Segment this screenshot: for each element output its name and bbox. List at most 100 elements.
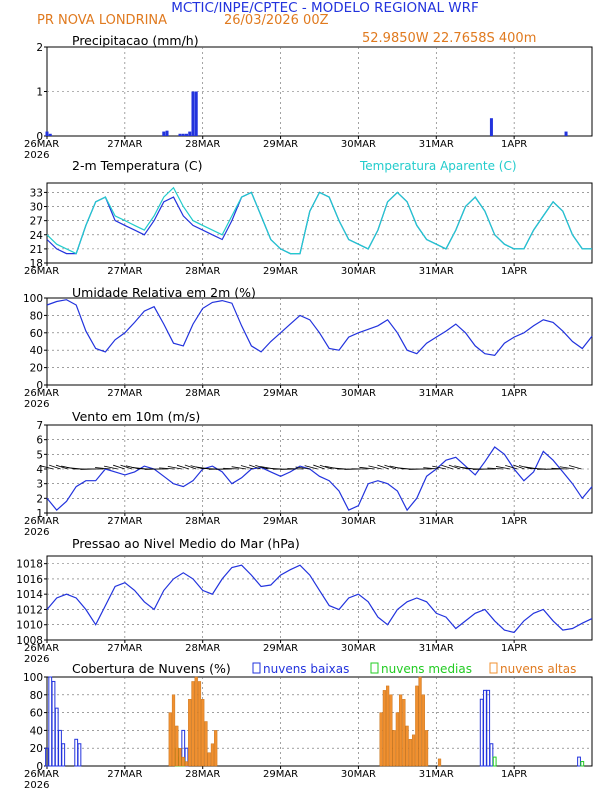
cloud-bar-nuvens-altas [408, 739, 412, 767]
x-tick-label: 30MAR [341, 769, 376, 780]
cloud-bar-nuvens-altas [395, 712, 399, 767]
header-title: MCTIC/INPE/CPTEC - MODELO REGIONAL WRF [171, 0, 479, 16]
cloud-bar-nuvens-baixas [479, 698, 484, 767]
precip-bar [191, 91, 195, 136]
x-tick-label: 31MAR [419, 139, 454, 150]
cloud-bar-nuvens-altas [382, 690, 386, 767]
cloud-bar-nuvens-altas [171, 694, 176, 767]
wind-arrow [176, 464, 190, 470]
wind-arrow [368, 465, 382, 470]
cloud-bar-nuvens-altas [405, 725, 409, 767]
series-line-pressao [46, 564, 593, 634]
cloud-bar-nuvens-altas [201, 699, 205, 767]
x-tick-label: 28MAR [185, 388, 220, 399]
cloud-bar-nuvens-altas [411, 734, 416, 767]
y-tick-label: 0 [36, 380, 43, 392]
panel-frame-4 [46, 555, 593, 641]
legend-label-nuvens-medias: nuvens medias [381, 662, 472, 676]
y-tick-label: 6 [36, 435, 43, 447]
x-tick-label: 26MAR [24, 769, 59, 780]
cloud-bar-nuvens-altas [418, 676, 422, 767]
legend-label-nuvens-altas: nuvens altas [500, 662, 576, 676]
precip-bar [181, 133, 185, 136]
cloud-bar-nuvens-altas [421, 694, 425, 767]
y-tick-label: 20 [30, 743, 43, 755]
panel-frame-2 [46, 297, 593, 386]
cloud-bar-nuvens-altas [399, 694, 403, 767]
legend-label-nuvens-baixas: nuvens baixas [263, 662, 349, 676]
x-tick-label: 26MAR [24, 643, 59, 654]
wind-arrow [255, 465, 268, 470]
x-tick-label: 31MAR [419, 643, 454, 654]
y-tick-label: 80 [30, 690, 43, 702]
x-tick-label: 31MAR [419, 388, 454, 399]
x-year-label: 2026 [24, 399, 49, 410]
wind-arrow [568, 465, 582, 470]
x-tick-label: 27MAR [107, 516, 142, 527]
legend-apparent-temp: Temperatura Aparente (C) [359, 159, 517, 173]
y-tick-label: 3 [36, 479, 43, 491]
wind-arrow [103, 465, 118, 470]
header-run: 26/03/2026 00Z [224, 13, 329, 28]
x-tick-label: 26MAR [24, 516, 59, 527]
wind-arrow [120, 464, 133, 470]
y-tick-label: 21 [30, 244, 43, 256]
wind-arrow [384, 464, 397, 470]
x-tick-label: 1APR [501, 516, 527, 527]
x-year-label: 2026 [24, 150, 49, 161]
wind-arrow [49, 464, 61, 470]
series-line-umidade [46, 299, 593, 357]
y-tick-label: 30 [30, 202, 43, 214]
precip-bar [48, 133, 52, 136]
precip-bar [178, 133, 182, 136]
y-tick-label: 18 [30, 258, 43, 270]
cloud-bar-nuvens-altas [204, 721, 208, 767]
x-year-label: 2026 [24, 654, 49, 665]
cloud-bar-nuvens-altas [191, 681, 195, 767]
cloud-bar-nuvens-altas [402, 699, 406, 767]
cloud-bar-nuvens-baixas [61, 743, 66, 767]
panel-title: Pressao ao Nivel Medio do Mar (hPa) [72, 536, 300, 551]
wind-arrow [40, 465, 54, 470]
cloud-bar-nuvens-altas [379, 712, 383, 767]
cloud-bar-nuvens-altas [424, 730, 429, 767]
precip-bar [162, 131, 166, 136]
x-tick-label: 30MAR [341, 388, 376, 399]
wind-arrow [231, 466, 247, 470]
wind-arrow [113, 464, 125, 470]
precip-bar [489, 118, 493, 136]
legend-swatch-nuvens-altas [489, 662, 498, 674]
x-tick-label: 30MAR [341, 139, 376, 150]
cloud-bar-nuvens-altas [437, 758, 442, 767]
wind-arrow [495, 466, 511, 470]
series-line-vento [46, 446, 593, 512]
panel-frame-5 [46, 676, 593, 767]
cloud-bar-nuvens-baixas [577, 756, 581, 767]
cloud-bar-nuvens-baixas [58, 729, 62, 767]
x-year-label: 2026 [24, 527, 49, 538]
cloud-bar-nuvens-medias [580, 761, 585, 767]
cloud-bar-nuvens-altas [214, 730, 218, 767]
y-tick-label: 60 [30, 708, 43, 720]
precip-bar [184, 133, 188, 136]
x-tick-label: 28MAR [185, 769, 220, 780]
x-tick-label: 1APR [501, 139, 527, 150]
cloud-bar-nuvens-altas [207, 752, 211, 767]
wind-arrow [432, 465, 447, 470]
x-tick-label: 30MAR [341, 266, 376, 277]
header-location: PR NOVA LONDRINA [37, 13, 167, 28]
panel-title: Vento em 10m (m/s) [72, 409, 200, 424]
y-tick-label: 0 [36, 131, 43, 143]
cloud-bar-nuvens-altas [197, 681, 202, 767]
y-tick-label: 1018 [16, 559, 43, 571]
panel-title: Umidade Relativa em 2m (%) [72, 285, 256, 300]
x-tick-label: 29MAR [263, 769, 298, 780]
y-tick-label: 0 [36, 761, 43, 773]
wind-arrow [167, 465, 183, 470]
cloud-bar-nuvens-altas [175, 725, 179, 767]
x-tick-label: 29MAR [263, 139, 298, 150]
cloud-bar-nuvens-altas [178, 748, 182, 767]
x-tick-label: 27MAR [107, 388, 142, 399]
x-tick-label: 1APR [501, 266, 527, 277]
precip-bar [194, 91, 198, 136]
